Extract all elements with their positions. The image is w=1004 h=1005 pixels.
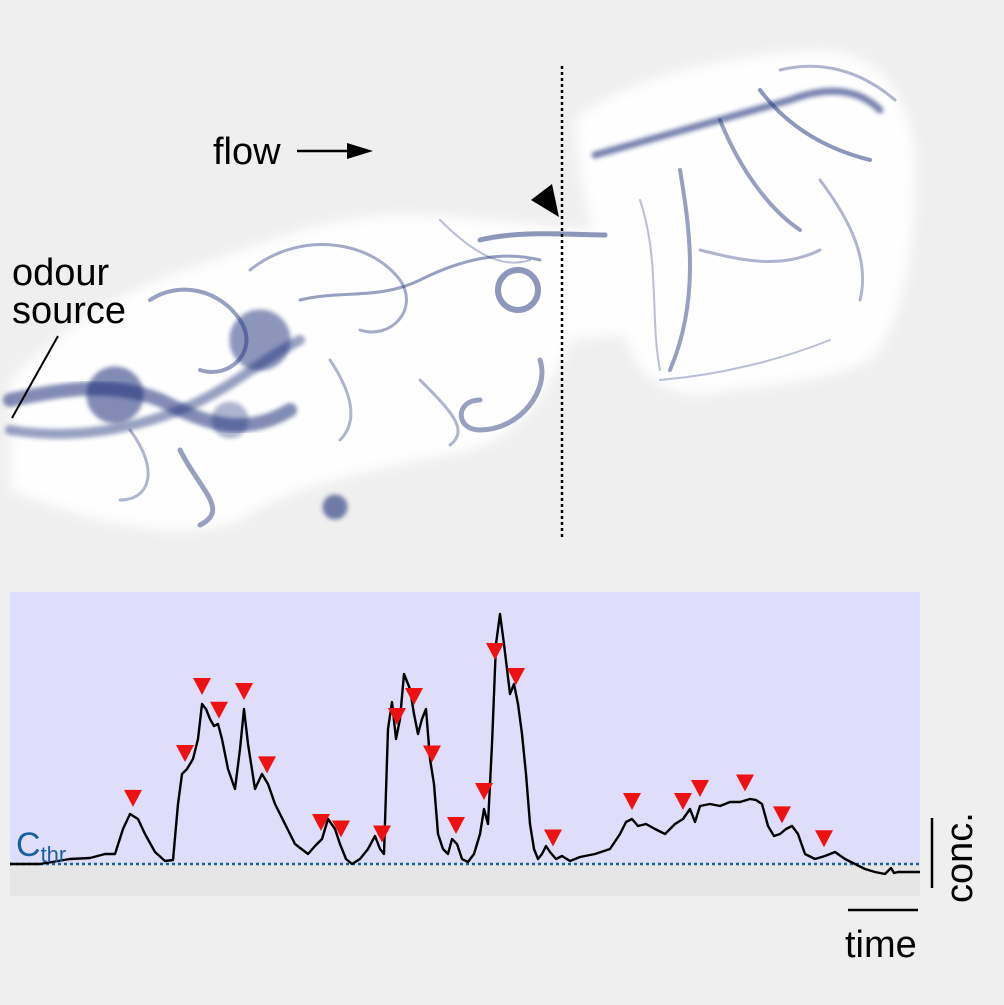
peak-marker: [773, 806, 791, 824]
peak-marker: [210, 701, 228, 719]
peak-marker: [373, 825, 391, 843]
peak-marker: [235, 683, 253, 700]
peak-marker: [332, 820, 350, 838]
peak-marker: [447, 817, 465, 834]
above-threshold-region: [10, 592, 920, 864]
sensor-position-marker: [531, 184, 559, 217]
peak-marker: [674, 793, 692, 810]
concentration-trace-line: [10, 612, 920, 876]
threshold-label-subscript: thr: [41, 842, 67, 867]
peak-marker: [193, 678, 211, 695]
flow-label: flow: [213, 131, 281, 173]
smoke-plume-image: [3, 50, 915, 531]
peak-marker: [486, 643, 504, 660]
concentration-trace-panel: [10, 592, 920, 896]
peak-marker: [124, 789, 142, 807]
peak-markers: [124, 643, 833, 848]
peak-marker: [544, 829, 562, 847]
peak-marker: [475, 783, 493, 800]
peak-marker: [405, 688, 423, 705]
peak-marker: [312, 814, 330, 831]
plume-left-tendrils: [3, 243, 542, 528]
plume-middle-tendrils: [418, 219, 608, 447]
plume-right-puff: [591, 64, 897, 381]
below-threshold-region: [10, 864, 920, 896]
peak-marker: [258, 756, 276, 774]
peak-marker: [176, 745, 194, 762]
peak-marker: [691, 780, 709, 797]
odour-source-label-line1: odour: [12, 252, 110, 294]
peak-marker: [623, 793, 641, 810]
peak-marker: [507, 668, 525, 685]
odour-source-label-line2: source: [12, 290, 126, 332]
conc-scale-label: conc.: [939, 812, 981, 903]
flow-arrow: [297, 143, 373, 159]
peak-marker: [388, 708, 406, 725]
odour-source-pointer: [11, 335, 59, 419]
threshold-label: Cthr: [16, 826, 66, 867]
threshold-label-main: C: [16, 826, 41, 864]
peak-marker: [423, 745, 441, 763]
time-scale-label: time: [845, 924, 917, 966]
peak-marker: [736, 774, 754, 792]
peak-marker: [815, 830, 833, 848]
